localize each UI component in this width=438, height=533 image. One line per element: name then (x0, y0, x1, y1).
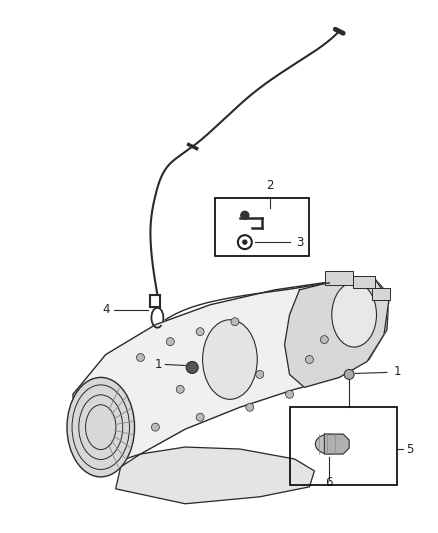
Ellipse shape (67, 377, 134, 477)
Polygon shape (116, 447, 314, 504)
Circle shape (243, 240, 247, 244)
Circle shape (286, 390, 293, 398)
Circle shape (344, 369, 354, 379)
Circle shape (196, 413, 204, 421)
Circle shape (196, 328, 204, 336)
Circle shape (305, 356, 314, 364)
Ellipse shape (315, 434, 343, 454)
Circle shape (231, 318, 239, 326)
Text: 6: 6 (325, 476, 333, 489)
Circle shape (176, 385, 184, 393)
Text: 4: 4 (102, 303, 110, 316)
Polygon shape (73, 278, 389, 467)
Bar (290, 407, 397, 485)
Text: 3: 3 (297, 236, 304, 248)
Circle shape (320, 336, 328, 344)
Ellipse shape (203, 320, 257, 399)
Bar (353, 276, 375, 288)
Bar (215, 198, 309, 256)
Circle shape (166, 337, 174, 345)
Text: 2: 2 (266, 180, 273, 192)
Circle shape (186, 361, 198, 374)
Bar (372, 288, 390, 300)
Text: 1: 1 (394, 365, 401, 378)
Text: 5: 5 (406, 442, 413, 456)
Circle shape (246, 403, 254, 411)
Polygon shape (324, 434, 349, 454)
Circle shape (137, 353, 145, 361)
Circle shape (152, 423, 159, 431)
Polygon shape (285, 280, 389, 387)
Circle shape (256, 370, 264, 378)
Circle shape (241, 211, 249, 219)
Text: 1: 1 (155, 358, 162, 371)
Ellipse shape (332, 282, 377, 347)
Bar (325, 271, 353, 285)
